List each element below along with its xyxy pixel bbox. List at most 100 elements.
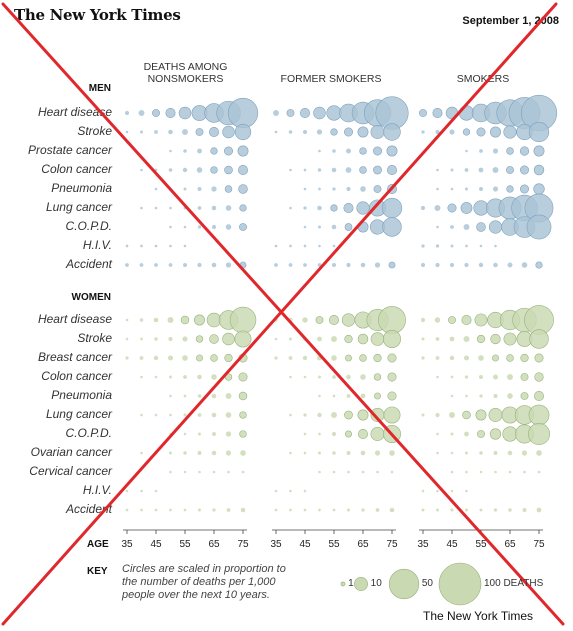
bubble-mark (198, 508, 201, 512)
bubble-mark (154, 337, 158, 341)
bubble-mark (274, 130, 278, 134)
bubble-mark (125, 337, 129, 341)
bubble-mark (332, 244, 336, 248)
bubble-mark (318, 470, 321, 474)
bubble-mark (478, 167, 484, 173)
bubble-mark (237, 145, 249, 157)
bubble-mark (479, 451, 483, 455)
key-bubble (354, 577, 368, 591)
bubble-mark (492, 167, 499, 173)
bubble-mark (449, 262, 455, 268)
key-description-line: Circles are scaled in proportion to (122, 563, 286, 575)
bubble-mark (138, 110, 145, 116)
bubble-mark (318, 508, 321, 512)
bubble-mark (372, 146, 382, 156)
bubble-mark (464, 355, 469, 361)
age-tick-label: 45 (446, 539, 458, 550)
bubble-mark (449, 336, 455, 342)
bubble-mark (240, 450, 246, 456)
row-label: H.I.V. (82, 238, 112, 252)
bubble-mark (506, 147, 514, 155)
bubble-mark (520, 373, 529, 381)
bubble-mark (465, 508, 468, 512)
bubble-mark (421, 413, 425, 417)
bubble-mark (490, 333, 501, 345)
bubble-mark (194, 314, 205, 326)
bubble-mark (436, 187, 439, 191)
bubble-mark (169, 149, 172, 153)
bubble-mark (465, 470, 468, 474)
bubble-mark (224, 146, 234, 156)
bubble-mark (435, 129, 440, 135)
bubble-mark (234, 330, 252, 348)
bubble-mark (373, 353, 382, 363)
bubble-mark (436, 225, 439, 229)
bubble-mark (211, 205, 217, 211)
bubble-mark (140, 489, 143, 493)
bubble-mark (222, 332, 235, 346)
bubble-mark (475, 409, 487, 421)
bubble-mark (370, 427, 385, 441)
bubble-mark (479, 470, 483, 474)
key-item-label: 50 (421, 578, 433, 589)
bubble-mark (343, 127, 353, 137)
bubble-mark (507, 262, 513, 268)
bubble-mark (449, 129, 455, 135)
bubble-mark (211, 412, 217, 418)
bubble-mark (125, 489, 129, 493)
bubble-mark (286, 109, 295, 117)
bubble-mark (330, 204, 338, 212)
bubble-mark (211, 224, 217, 230)
bubble-mark (318, 187, 321, 191)
age-tick-label: 75 (237, 539, 249, 550)
row-label: Stroke (77, 124, 112, 138)
bubble-mark (318, 451, 321, 455)
bubble-mark (183, 508, 187, 512)
bubble-mark (359, 354, 367, 362)
age-tick-label: 65 (357, 539, 369, 550)
bubble-mark (386, 145, 398, 157)
row-label: Pneumonia (51, 181, 112, 195)
bubble-mark (225, 431, 232, 437)
bubble-mark (346, 186, 351, 192)
bubble-mark (125, 318, 129, 322)
key-label: KEY (87, 566, 108, 577)
bubble-mark (209, 127, 219, 137)
bubble-mark (383, 330, 401, 348)
key-description-line: the number of deaths per 1,000 (122, 576, 276, 588)
bubble-mark (225, 262, 232, 268)
bubble-mark (241, 470, 245, 474)
bubble-mark (227, 97, 259, 129)
row-label: Cervical cancer (29, 464, 112, 478)
bubble-mark (332, 394, 336, 398)
bubble-mark (344, 223, 353, 231)
bubble-mark (125, 508, 129, 512)
bubble-mark (329, 315, 339, 325)
bubble-mark (139, 263, 144, 267)
row-label: Colon cancer (41, 369, 112, 383)
bubble-mark (303, 489, 307, 493)
bubble-mark (462, 410, 471, 420)
bubble-mark (361, 470, 365, 474)
bubble-mark (139, 318, 144, 322)
bubble-mark (357, 333, 369, 345)
bubble-mark (154, 375, 158, 379)
bubble-mark (289, 375, 292, 379)
bubble-mark (225, 450, 232, 456)
red-cross-stroke (1, 2, 558, 626)
bubble-mark (315, 316, 324, 324)
bubble-mark (494, 244, 497, 248)
bubble-mark (197, 262, 202, 268)
bubble-mark (341, 313, 356, 327)
bubble-mark (238, 372, 248, 382)
row-label: Stroke (77, 331, 112, 345)
bubble-mark (492, 186, 499, 192)
bubble-mark (211, 374, 217, 380)
bubble-mark (488, 408, 503, 422)
row-label: Lung cancer (45, 407, 112, 421)
row-label: Lung cancer (45, 200, 112, 214)
bubble-mark (345, 167, 352, 173)
bubble-mark (183, 413, 187, 417)
bubble-mark (211, 186, 217, 192)
age-tick-label: 75 (386, 539, 398, 550)
